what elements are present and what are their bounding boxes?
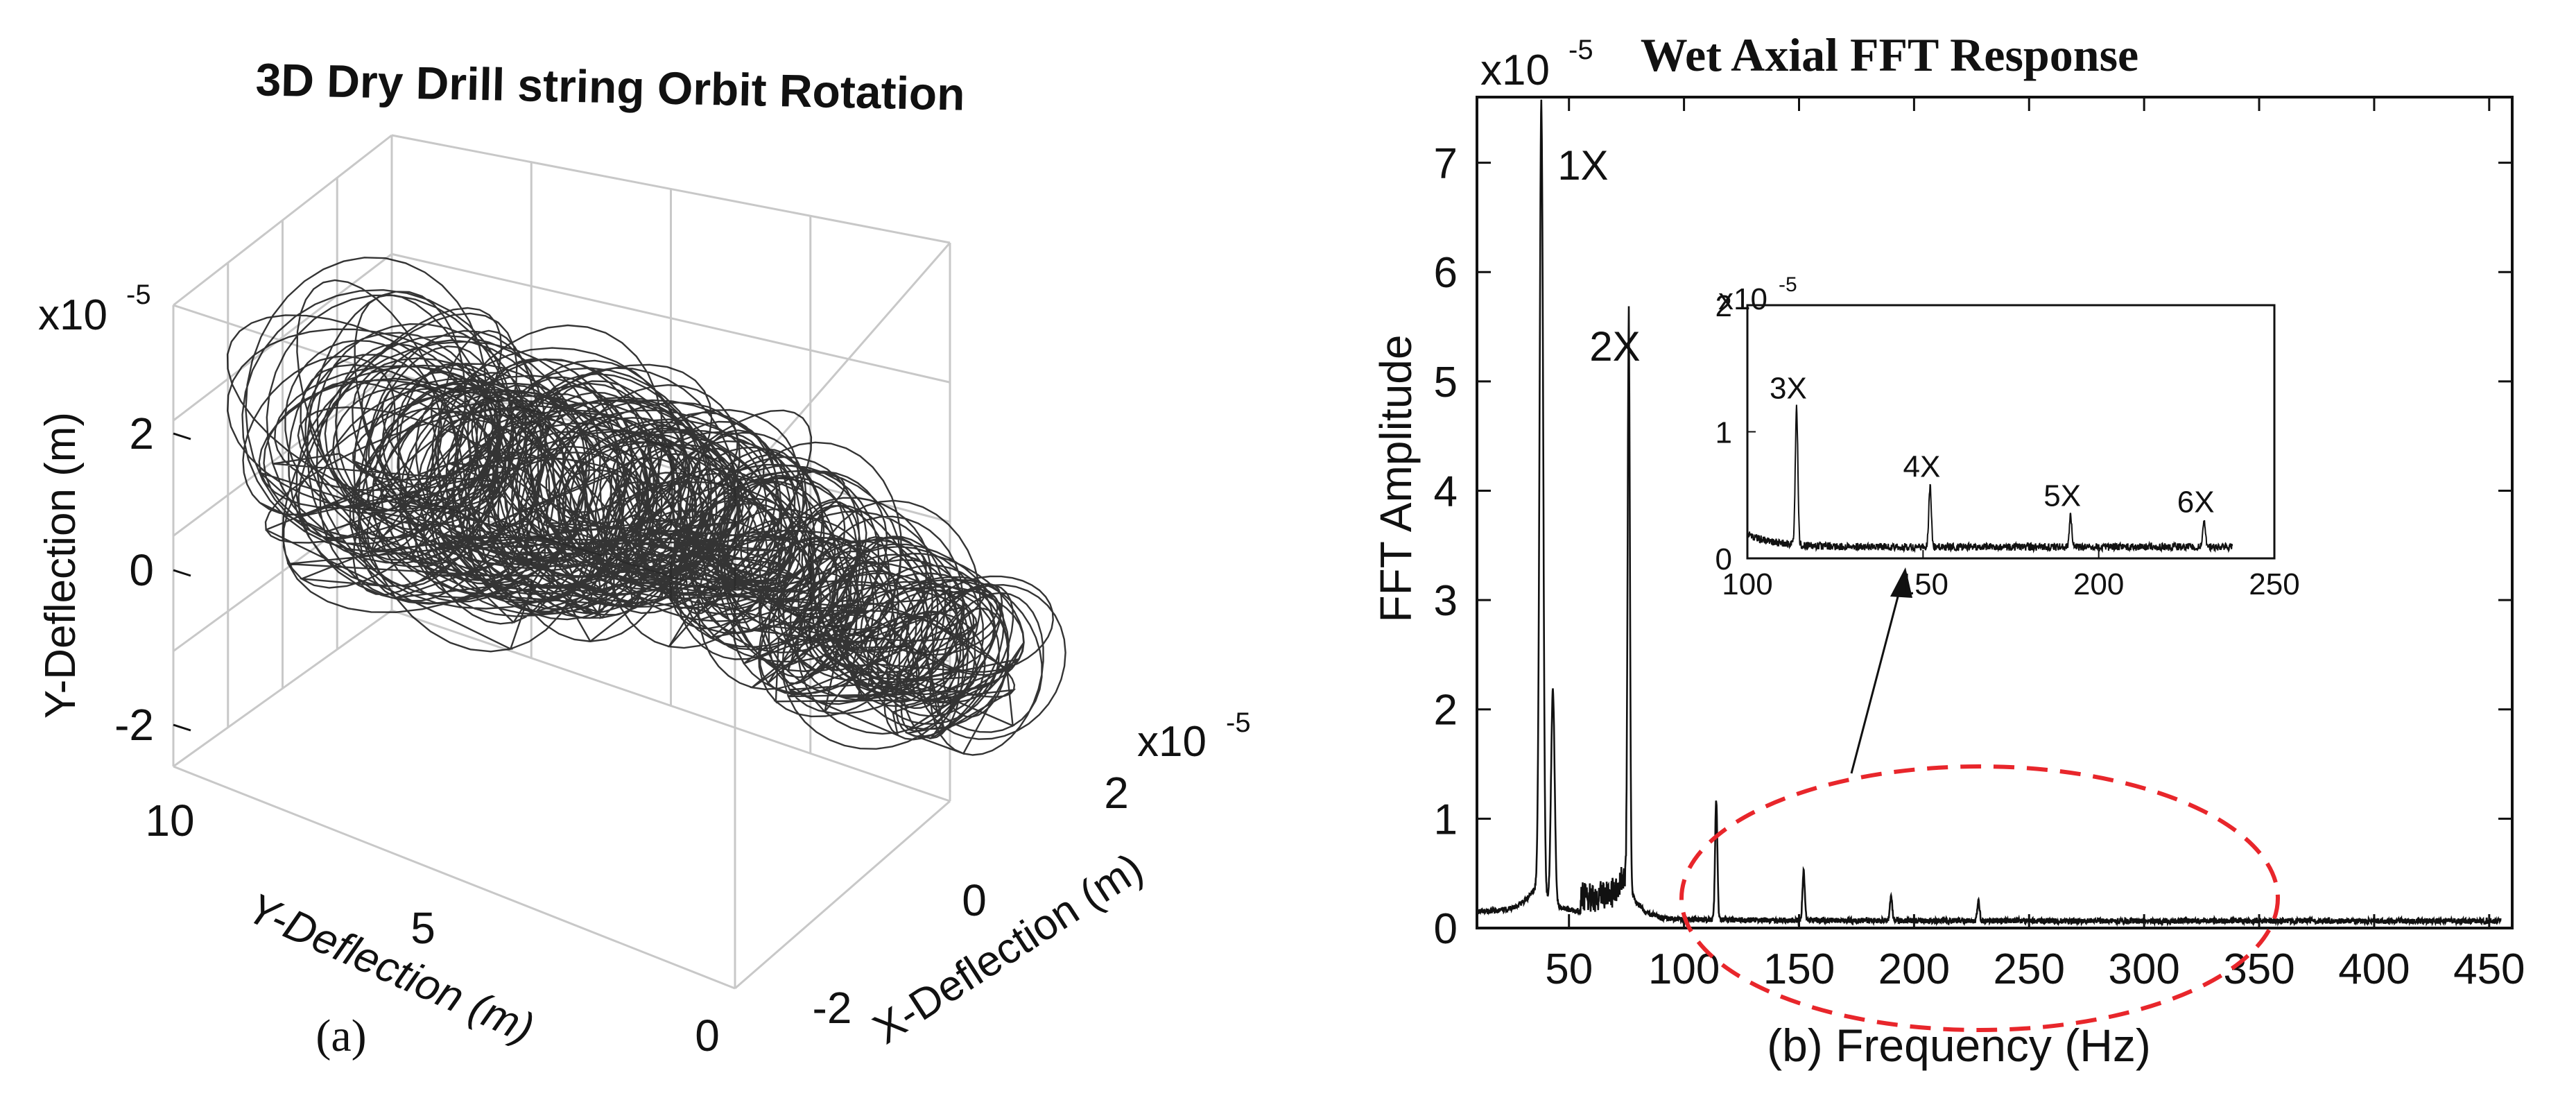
z-axis: x10 -5 -2 0 2 Y-Deflection (m) <box>37 280 191 750</box>
inset-peak-label: 4X <box>1903 449 1941 483</box>
fft-y-tick-label: 3 <box>1434 577 1458 625</box>
inset-x-tick-label: 100 <box>1722 567 1772 601</box>
x-exponent-base: x10 <box>1137 718 1207 766</box>
inset-y-tick-label: 0 <box>1715 542 1732 576</box>
inset-peak-label: 3X <box>1770 371 1807 405</box>
panel-a-title: 3D Dry Drill string Orbit Rotation <box>255 53 965 119</box>
fft-peak-labels: 1X 2X <box>1557 142 1640 370</box>
fft-y-tick-label: 5 <box>1434 359 1458 406</box>
z-tick-label: 0 <box>129 545 154 595</box>
x-depth-axis: -2 0 2 X-Deflection (m) x10 -5 <box>813 707 1251 1054</box>
orbit-trace <box>226 257 1066 756</box>
box-edge <box>734 242 951 490</box>
fft-x-tick-label: 200 <box>1878 945 1950 993</box>
z-tick-label: -2 <box>114 700 154 750</box>
z-exponent-base: x10 <box>38 291 107 339</box>
y-depth-tick-label: 5 <box>410 903 435 953</box>
x-exponent-power: -5 <box>1226 707 1251 738</box>
inset-plot: x10 -5 0 1 2 100 150 200 250 3X 4X 5X 6X <box>1715 273 2300 601</box>
box-edge <box>173 765 736 990</box>
inset-y-tick-label: 2 <box>1715 289 1732 323</box>
z-tick-label: 2 <box>129 409 154 458</box>
x-depth-tick-label: 2 <box>1104 768 1129 818</box>
fft-spectrum <box>1476 99 2502 927</box>
fft-plot-frame <box>1476 96 2514 929</box>
fft-x-tick-label: 450 <box>2453 945 2525 993</box>
grid-line <box>173 253 392 422</box>
fft-y-tick-label: 2 <box>1434 687 1458 735</box>
panel-b-title: Wet Axial FFT Response <box>1641 28 2138 81</box>
inset-arrowhead <box>1890 567 1912 598</box>
orbit-path <box>226 257 1066 756</box>
y-depth-tick-label: 0 <box>695 1011 720 1061</box>
y-depth-axis-label: Y-Deflection (m) <box>241 884 541 1053</box>
fft-x-tick-label: 300 <box>2108 945 2179 993</box>
highlight-ellipse <box>1679 764 2280 1032</box>
fft-y-tick-label: 0 <box>1434 905 1458 953</box>
y-depth-tick-label: 10 <box>145 796 194 846</box>
x-depth-tick-label: -2 <box>813 983 852 1033</box>
inset-y-tick-label: 1 <box>1715 416 1732 450</box>
box-edge <box>734 800 951 990</box>
z-tick-mark <box>173 723 191 732</box>
fft-y-ticks: 0 1 2 3 4 5 6 7 <box>1434 140 2512 953</box>
fft-spectrum-line <box>1476 99 2502 927</box>
panel-a-3d-orbit: 3D Dry Drill string Orbit Rotation x10 -… <box>37 53 1251 1061</box>
inset-exponent-power: -5 <box>1779 273 1797 296</box>
inset-frame <box>1746 304 2276 560</box>
x-depth-axis-label: X-Deflection (m) <box>865 844 1151 1054</box>
panel-b-exponent-power: -5 <box>1568 35 1593 65</box>
fft-x-tick-label: 50 <box>1545 945 1593 993</box>
fft-y-axis-label: FFT Amplitude <box>1371 335 1421 623</box>
inset-x-tick-label: 150 <box>1898 567 1948 601</box>
inset-peak-label: 5X <box>2043 479 2081 513</box>
grid-line <box>391 252 951 384</box>
inset-peak-label: 6X <box>2177 486 2215 520</box>
panel-b-fft: Wet Axial FFT Response x10 -5 0 1 2 3 4 5 6 7 5… <box>1371 28 2525 1071</box>
z-exponent-power: -5 <box>126 280 151 310</box>
z-tick-mark <box>173 569 191 577</box>
z-tick-mark <box>173 432 191 440</box>
z-axis-label: Y-Deflection (m) <box>37 412 85 719</box>
fft-y-tick-label: 4 <box>1434 467 1458 515</box>
fft-y-tick-label: 1 <box>1434 796 1458 843</box>
inset-x-tick-label: 250 <box>2249 567 2299 601</box>
fft-x-axis-label: (b) Frequency (Hz) <box>1767 1020 2151 1071</box>
inset-spectrum-line <box>1747 404 2233 554</box>
fft-x-tick-label: 350 <box>2223 945 2294 993</box>
panel-b-exponent-base: x10 <box>1480 46 1550 94</box>
inset-arrow <box>1850 575 1905 774</box>
panel-a-caption: (a) <box>315 1011 366 1061</box>
fft-y-tick-label: 7 <box>1434 140 1458 188</box>
y-depth-axis: 0 5 10 Y-Deflection (m) (a) <box>145 796 719 1061</box>
fft-y-tick-label: 6 <box>1434 249 1458 297</box>
inset-x-tick-label: 200 <box>2073 567 2124 601</box>
fft-x-tick-label: 150 <box>1763 945 1835 993</box>
fft-x-tick-label: 400 <box>2338 945 2410 993</box>
fft-x-tick-label: 250 <box>1994 945 2065 993</box>
fft-peak-label: 2X <box>1589 323 1640 370</box>
x-depth-tick-label: 0 <box>962 875 987 925</box>
fft-peak-label: 1X <box>1557 142 1608 189</box>
inset-exponent-base: x10 <box>1718 282 1767 316</box>
